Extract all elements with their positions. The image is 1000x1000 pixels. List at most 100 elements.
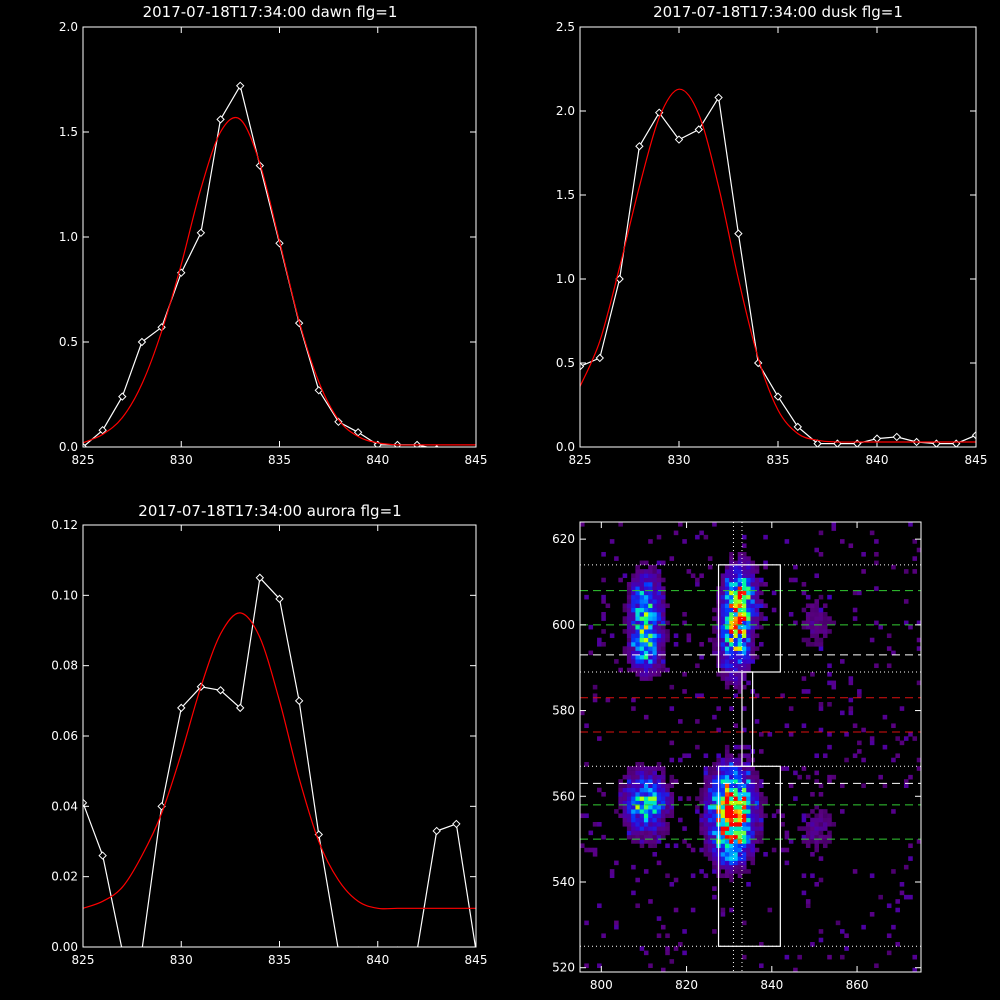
heatmap-cell xyxy=(626,633,632,639)
heatmap-cell xyxy=(609,869,615,874)
heatmap-cell xyxy=(899,890,905,896)
heatmap-cell xyxy=(801,834,807,840)
heatmap-cell xyxy=(737,864,743,870)
heatmap-cell xyxy=(827,663,832,669)
dawn-x-tick-label: 840 xyxy=(366,453,389,467)
heatmap-cell xyxy=(741,654,747,660)
heatmap-cell xyxy=(741,607,747,613)
heatmap-cell xyxy=(724,766,730,771)
heatmap-cell xyxy=(724,650,730,656)
heatmap-cell xyxy=(733,573,739,579)
dawn-y-tick-label: 2.0 xyxy=(59,20,78,34)
heatmap-cell xyxy=(622,603,628,609)
heatmap-cell xyxy=(652,603,658,609)
heatmap-cell xyxy=(801,689,807,694)
heatmap-cell xyxy=(801,637,807,643)
heatmap-cell xyxy=(703,873,709,879)
heatmap-cell xyxy=(712,766,717,771)
heatmap-cell xyxy=(771,590,777,596)
heatmap-cell xyxy=(818,552,824,557)
heatmap-cell xyxy=(631,573,636,579)
heatmap-cell xyxy=(580,522,585,527)
heatmap-cell xyxy=(724,774,730,780)
heatmap-cell xyxy=(707,826,713,831)
heatmap-cell xyxy=(754,616,760,621)
heatmap-cell xyxy=(699,787,704,793)
heatmap-cell xyxy=(737,629,743,634)
heatmap-cell xyxy=(746,594,751,600)
heatmap-cell xyxy=(750,856,756,861)
heatmap-cell xyxy=(814,813,819,819)
heatmap-cell xyxy=(631,706,636,711)
heatmap-cell xyxy=(626,646,632,651)
heatmap-cell xyxy=(741,830,747,836)
heatmap-cell xyxy=(912,556,918,561)
heatmap-cell xyxy=(635,607,640,613)
heatmap-cell xyxy=(648,667,653,673)
heatmap-cell xyxy=(635,637,640,643)
dusk-data-point xyxy=(674,135,684,144)
heatmap-cell xyxy=(703,830,709,836)
heatmap-cell xyxy=(912,954,918,960)
heatmap-cell xyxy=(831,822,837,827)
heatmap-cell xyxy=(737,672,743,677)
heatmap-cell xyxy=(686,633,692,639)
heatmap-cell xyxy=(631,864,636,870)
heatmap-cell xyxy=(733,607,739,613)
heatmap-cell xyxy=(712,834,717,840)
heatmap-cell xyxy=(724,654,730,660)
heatmap-cell xyxy=(895,753,900,759)
heatmap-cell xyxy=(703,817,709,823)
heatmap-cell xyxy=(635,792,640,797)
heatmap-cell xyxy=(622,796,628,801)
heatmap-cell xyxy=(665,813,670,819)
heatmap-cell xyxy=(763,582,768,587)
heatmap-cell xyxy=(631,774,636,780)
heatmap-cell xyxy=(643,590,649,596)
heatmap-cell xyxy=(635,839,640,844)
heatmap-cell xyxy=(737,813,743,819)
heatmap-cell xyxy=(805,594,811,600)
heatmap-cell xyxy=(720,577,726,583)
heatmap-cell xyxy=(643,817,649,823)
heatmap-cell xyxy=(861,727,866,733)
dawn-y-tick-label: 0.0 xyxy=(59,440,78,454)
heatmap-cell xyxy=(724,569,730,574)
heatmap-cell xyxy=(831,522,837,527)
heatmap-cell xyxy=(737,607,743,613)
heatmap-cell xyxy=(588,624,594,630)
heatmap-cell xyxy=(656,672,662,677)
heatmap-cell xyxy=(759,809,764,814)
heatmap-cell xyxy=(869,530,875,536)
heatmap-cell xyxy=(746,783,751,789)
heatmap-cell xyxy=(643,650,649,656)
heatmap-cell xyxy=(707,783,713,789)
heatmap-cell xyxy=(793,967,798,973)
dusk-x-tick-label: 830 xyxy=(668,453,691,467)
heatmap-cell xyxy=(635,573,640,579)
aurora-x-tick-label: 825 xyxy=(72,953,95,967)
heatmap-cell xyxy=(895,907,900,913)
heatmap-cell xyxy=(635,633,640,639)
heatmap-cell xyxy=(733,817,739,823)
heatmap-cell xyxy=(733,757,739,763)
heatmap-cell xyxy=(682,620,687,626)
heatmap-cell xyxy=(746,637,751,643)
heatmap-cell xyxy=(712,839,717,844)
heatmap-cell xyxy=(741,534,747,540)
heatmap-cell xyxy=(601,616,606,621)
heatmap-cell xyxy=(741,856,747,861)
heatmap-cell xyxy=(822,612,828,617)
heatmap-cell xyxy=(707,556,713,561)
heatmap-cell xyxy=(737,663,743,669)
heatmap-cell xyxy=(750,830,756,836)
heatmap-cell xyxy=(729,607,734,613)
heatmap-cell xyxy=(648,642,653,647)
heatmap-cell xyxy=(643,783,649,789)
heatmap-cell xyxy=(729,577,734,583)
heatmap-cell xyxy=(746,646,751,651)
heatmap-cell xyxy=(729,590,734,596)
heatmap-cell xyxy=(584,847,589,853)
dusk-data-point xyxy=(773,392,783,401)
